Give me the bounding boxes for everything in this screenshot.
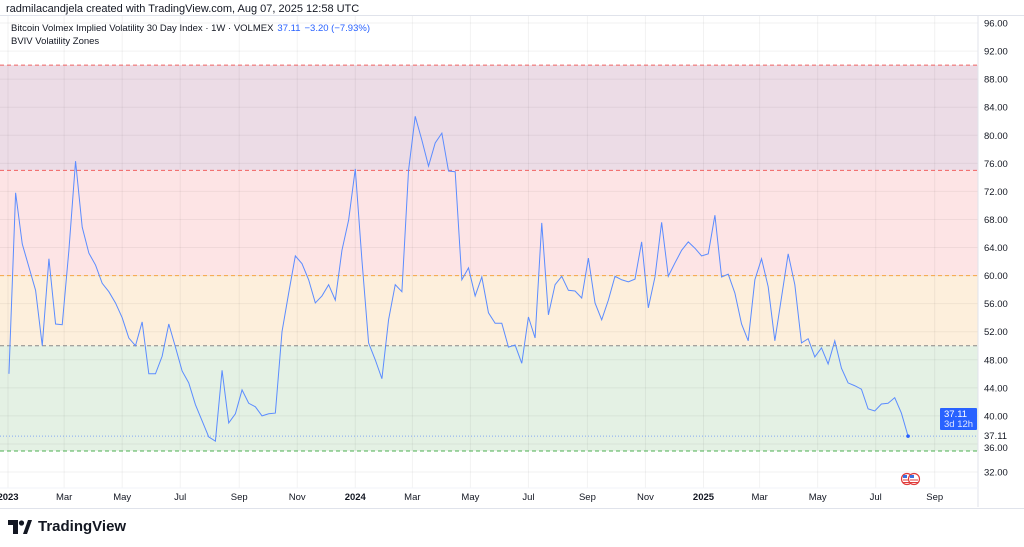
chart-credit: radmilacandjela created with TradingView… <box>6 3 360 15</box>
zone-band <box>0 170 978 276</box>
y-tick-label: 60.00 <box>984 271 1008 282</box>
x-tick-label: 2023 <box>0 492 19 503</box>
y-tick-label: 92.00 <box>984 47 1008 58</box>
price-tag-countdown: 3d 12h <box>944 419 973 430</box>
x-tick-label: Jul <box>174 492 186 503</box>
x-tick-label: Nov <box>637 492 654 503</box>
y-tick-label: 44.00 <box>984 383 1008 394</box>
x-tick-label: Mar <box>751 492 767 503</box>
x-tick-label: Sep <box>231 492 248 503</box>
x-tick-label: Mar <box>56 492 72 503</box>
y-tick-label: 84.00 <box>984 103 1008 114</box>
x-tick-label: Jul <box>522 492 534 503</box>
y-tick-label: 72.00 <box>984 187 1008 198</box>
series-line <box>8 116 909 443</box>
x-tick-label: May <box>809 492 827 503</box>
symbol-title[interactable]: Bitcoin Volmex Implied Volatility 30 Day… <box>11 23 274 34</box>
x-tick-label: Sep <box>579 492 596 503</box>
line-value: 37.11 <box>984 431 1007 442</box>
tradingview-logo[interactable]: TradingView <box>8 518 126 535</box>
price-tag-value: 37.11 <box>944 409 967 420</box>
zone-band <box>0 275 978 346</box>
y-tick-label: 76.00 <box>984 159 1008 170</box>
logo-text: TradingView <box>38 518 127 535</box>
y-tick-label: 36.00 <box>984 443 1008 454</box>
chart-legend: Bitcoin Volmex Implied Volatility 30 Day… <box>11 22 370 48</box>
last-value: 37.11 <box>277 23 301 34</box>
zone-band <box>0 65 978 171</box>
x-tick-label: 2024 <box>345 492 367 503</box>
y-tick-label: 64.00 <box>984 243 1008 254</box>
x-tick-label: May <box>461 492 479 503</box>
y-tick-label: 40.00 <box>984 411 1008 422</box>
flag-canton <box>903 475 907 478</box>
us-flag-event-icon[interactable] <box>900 472 921 486</box>
indicator-title[interactable]: BVIV Volatility Zones <box>11 36 100 47</box>
volatility-chart[interactable]: 96.00 92.00 88.00 84.00 80.00 76.00 72.00 68.00… <box>0 0 1024 510</box>
zone-band <box>0 345 978 451</box>
y-tick-label: 80.00 <box>984 131 1008 142</box>
x-tick-label: Nov <box>289 492 306 503</box>
data-point <box>906 434 910 438</box>
flag-canton <box>910 475 914 478</box>
x-tick-label: Sep <box>926 492 943 503</box>
x-tick-label: Mar <box>404 492 420 503</box>
y-tick-label: 68.00 <box>984 215 1008 226</box>
y-tick-label: 56.00 <box>984 299 1008 310</box>
price-tag-bg <box>940 408 977 430</box>
x-tick-label: May <box>113 492 131 503</box>
chart-frame <box>0 15 1024 509</box>
change-value: −3.20 (−7.93%) <box>304 23 371 34</box>
line-value-bg <box>979 430 1019 442</box>
y-tick-label: 88.00 <box>984 75 1008 86</box>
x-tick-label: Jul <box>870 492 882 503</box>
y-tick-label: 48.00 <box>984 355 1008 366</box>
y-tick-label: 32.00 <box>984 468 1008 479</box>
y-tick-label: 52.00 <box>984 327 1008 338</box>
x-tick-label: 2025 <box>693 492 715 503</box>
y-tick-label: 96.00 <box>984 19 1008 30</box>
tradingview-logo-icon <box>8 519 32 534</box>
